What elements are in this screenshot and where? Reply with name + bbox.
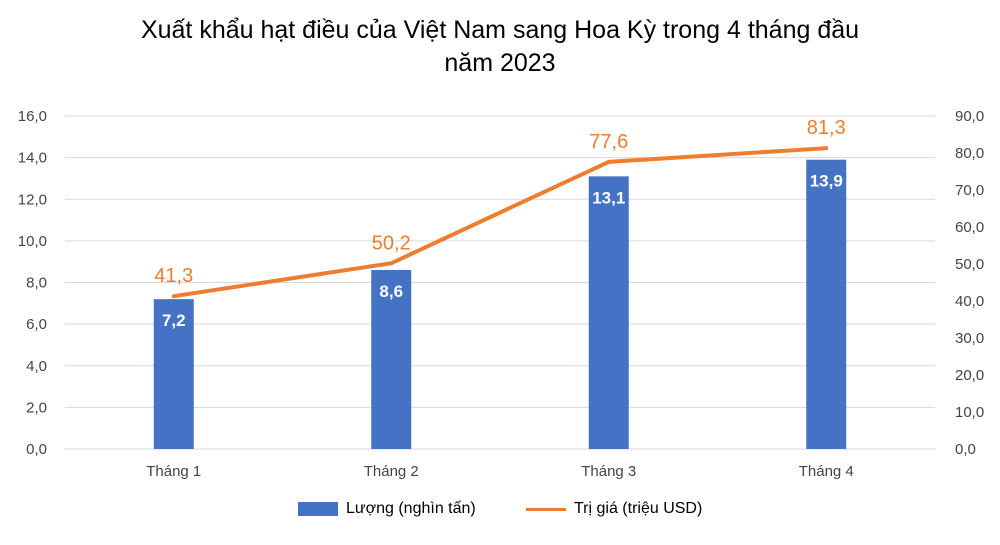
- x-category-label: Tháng 1: [146, 463, 201, 480]
- line-point: [607, 160, 611, 164]
- chart-title: Xuất khẩu hạt điều của Việt Nam sang Hoa…: [0, 14, 1000, 80]
- line-data-label: 77,6: [589, 131, 628, 153]
- chart-legend: Lượng (nghìn tấn) Trị giá (triệu USD): [0, 500, 1000, 530]
- y-left-tick-label: 10,0: [18, 233, 47, 250]
- x-category-label: Tháng 4: [799, 463, 854, 480]
- y-right-tick-label: 80,0: [955, 145, 984, 162]
- value-line: [171, 146, 829, 299]
- x-category-label: Tháng 2: [364, 463, 419, 480]
- bar: [588, 176, 629, 449]
- bar: [371, 270, 412, 449]
- line-point: [172, 294, 176, 298]
- y-right-tick-label: 50,0: [955, 256, 984, 273]
- bar-data-label: 8,6: [379, 282, 403, 301]
- y-left-tick-label: 6,0: [26, 316, 47, 333]
- y-right-tick-label: 30,0: [955, 330, 984, 347]
- y-left-tick-label: 14,0: [18, 150, 47, 167]
- line-data-label: 50,2: [372, 232, 411, 254]
- y-left-tick-label: 4,0: [26, 358, 47, 375]
- y-right-tick-label: 10,0: [955, 404, 984, 421]
- y-right-tick-label: 60,0: [955, 219, 984, 236]
- y-right-tick-label: 20,0: [955, 367, 984, 384]
- y-right-tick-label: 40,0: [955, 293, 984, 310]
- legend-item-value: Trị giá (triệu USD): [526, 500, 702, 518]
- legend-swatch-bar: [298, 502, 338, 516]
- line-data-label: 81,3: [807, 117, 846, 139]
- bar: [806, 159, 847, 450]
- y-right-tick-label: 70,0: [955, 182, 984, 199]
- chart-title-line-1: Xuất khẩu hạt điều của Việt Nam sang Hoa…: [140, 16, 860, 44]
- y-left-tick-label: 8,0: [26, 275, 47, 292]
- y-left-tick-label: 2,0: [26, 399, 47, 416]
- legend-item-quantity: Lượng (nghìn tấn): [298, 500, 476, 518]
- bar-data-label: 7,2: [162, 311, 186, 330]
- legend-swatch-line: [526, 507, 566, 511]
- legend-label-value: Trị giá (triệu USD): [574, 500, 703, 517]
- legend-label-quantity: Lượng (nghìn tấn): [346, 500, 476, 517]
- y-left-tick-label: 16,0: [18, 108, 47, 125]
- y-right-tick-label: 90,0: [955, 108, 984, 125]
- x-category-label: Tháng 3: [581, 463, 636, 480]
- y-left-tick-label: 12,0: [18, 191, 47, 208]
- chart-title-line-2: năm 2023: [444, 49, 556, 77]
- bar-data-label: 13,1: [592, 188, 625, 207]
- bar-data-label: 13,9: [810, 172, 843, 191]
- line-point: [824, 146, 828, 150]
- line-point: [389, 261, 393, 265]
- bar: [153, 299, 194, 449]
- y-left-tick-label: 0,0: [26, 441, 47, 458]
- line-data-label: 41,3: [154, 265, 193, 287]
- y-right-tick-label: 0,0: [955, 441, 976, 458]
